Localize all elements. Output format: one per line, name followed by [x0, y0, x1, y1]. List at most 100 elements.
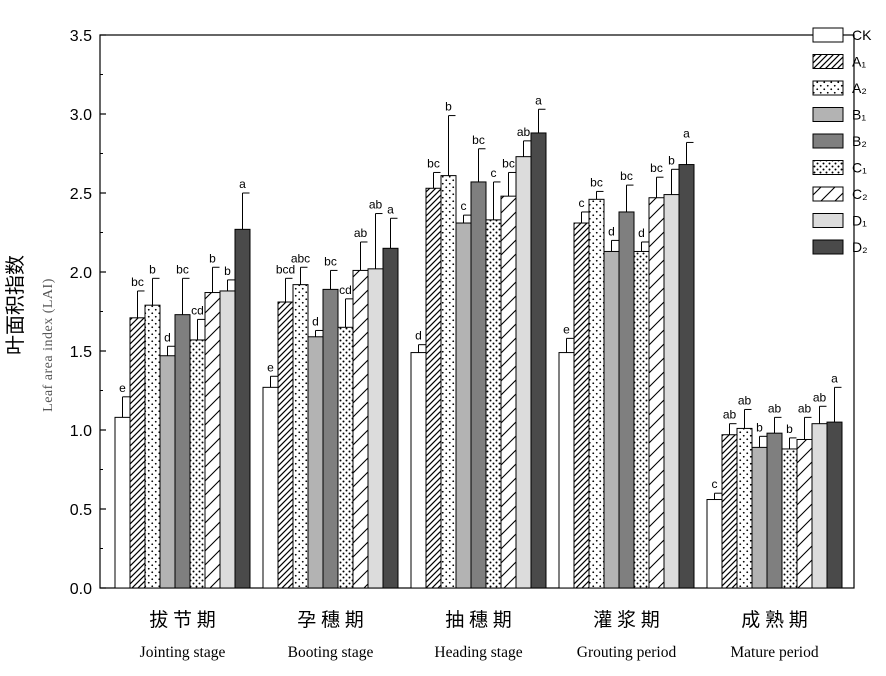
legend-swatch [812, 54, 844, 69]
significance-letter: bc [131, 275, 144, 289]
significance-letter: b [786, 422, 793, 436]
bar [322, 288, 339, 589]
legend-label: C₂ [852, 186, 868, 202]
significance-letter: bcd [276, 262, 295, 276]
bar [204, 292, 221, 589]
bar [425, 187, 442, 589]
significance-letter: a [831, 371, 838, 385]
significance-letter: b [224, 264, 231, 278]
bar [114, 416, 131, 589]
x-group-label-english: Jointing stage [140, 644, 226, 661]
significance-letter: c [579, 196, 585, 210]
significance-letter: d [608, 224, 615, 238]
bar [307, 336, 324, 589]
legend-label: D₂ [852, 239, 868, 255]
significance-letter: d [164, 330, 171, 344]
bar [219, 290, 236, 589]
bar [292, 284, 309, 589]
bar [633, 250, 650, 589]
legend: CK A₁ A₂ B₁ B₂ C₁ C₂ D₁ D₂ [812, 27, 872, 255]
legend-label: A₁ [852, 54, 866, 70]
significance-letter: bc [472, 133, 485, 147]
x-group-label-chinese: 拔 节 期 [149, 609, 216, 631]
significance-letter: bc [650, 161, 663, 175]
y-tick-label: 2.0 [70, 265, 92, 282]
significance-letter: ab [354, 226, 368, 240]
significance-letter: bc [502, 156, 515, 170]
y-tick-label: 0.0 [70, 581, 92, 598]
bar [410, 352, 427, 589]
bar [129, 317, 146, 589]
significance-letter: e [563, 322, 570, 336]
significance-letter: a [387, 202, 394, 216]
bar [262, 386, 279, 589]
bar [678, 164, 695, 589]
legend-label: B₂ [852, 133, 867, 149]
bar [736, 427, 753, 589]
legend-swatch [812, 186, 844, 202]
legend-swatch [812, 239, 844, 255]
legend-label: C₁ [852, 160, 867, 176]
significance-letter: b [149, 262, 156, 276]
significance-letter: d [415, 329, 422, 343]
x-group-label-english: Booting stage [288, 644, 374, 661]
significance-letter: b [668, 153, 675, 167]
x-group-label-chinese: 抽 穗 期 [445, 609, 512, 631]
significance-letter: ab [768, 401, 782, 415]
significance-letter: c [712, 477, 718, 491]
bar [618, 211, 635, 589]
bar [588, 198, 605, 589]
bar [277, 301, 294, 589]
bar [234, 228, 251, 589]
legend-label: A₂ [852, 80, 867, 96]
bar [558, 352, 575, 589]
significance-letter: a [239, 177, 246, 191]
legend-swatch [812, 80, 844, 96]
legend-swatch [812, 213, 844, 228]
bar [352, 269, 369, 589]
bar [485, 219, 502, 589]
bar [781, 448, 798, 589]
significance-letter: bc [590, 175, 603, 189]
y-tick-label: 1.0 [70, 423, 92, 440]
bar [573, 222, 590, 589]
x-group-label-english: Mature period [730, 644, 818, 661]
significance-letter: ab [813, 390, 827, 404]
significance-letter: e [267, 360, 274, 374]
legend-swatch [812, 133, 844, 149]
bar [189, 339, 206, 589]
significance-letter: cd [191, 303, 204, 317]
significance-letter: d [312, 314, 319, 328]
significance-letter: bc [176, 262, 189, 276]
significance-letter: ab [798, 401, 812, 415]
axes: 0.0 0.5 1.0 1.5 2.0 2.5 3.0 3.5 拔 节 期 Jointing st… [70, 28, 855, 661]
x-group-label-english: Heading stage [434, 644, 522, 661]
legend-swatch [812, 160, 844, 175]
bar [530, 132, 547, 589]
bar [174, 314, 191, 589]
x-group-label-chinese: 灌 浆 期 [593, 609, 660, 631]
significance-letter: ab [738, 393, 752, 407]
significance-letter: b [445, 100, 452, 114]
bar [721, 434, 738, 589]
bar [811, 423, 828, 589]
y-tick-label: 0.5 [70, 502, 92, 519]
significance-letter: a [535, 93, 542, 107]
significance-letter: e [119, 381, 126, 395]
x-group-label-english: Grouting period [577, 644, 677, 661]
significance-letter: ab [723, 408, 737, 422]
bar [337, 326, 354, 589]
bar [382, 247, 399, 589]
bar [603, 250, 620, 589]
legend-label: CK [852, 27, 872, 43]
significance-letter: d [638, 226, 645, 240]
bar [470, 181, 487, 589]
x-group-label-chinese: 孕 穗 期 [297, 609, 364, 631]
y-tick-label: 2.5 [70, 186, 92, 203]
bar [826, 421, 843, 589]
bar [648, 197, 665, 589]
y-axis-label-chinese: 叶面积指数 [4, 255, 27, 355]
significance-letter: ab [369, 198, 383, 212]
